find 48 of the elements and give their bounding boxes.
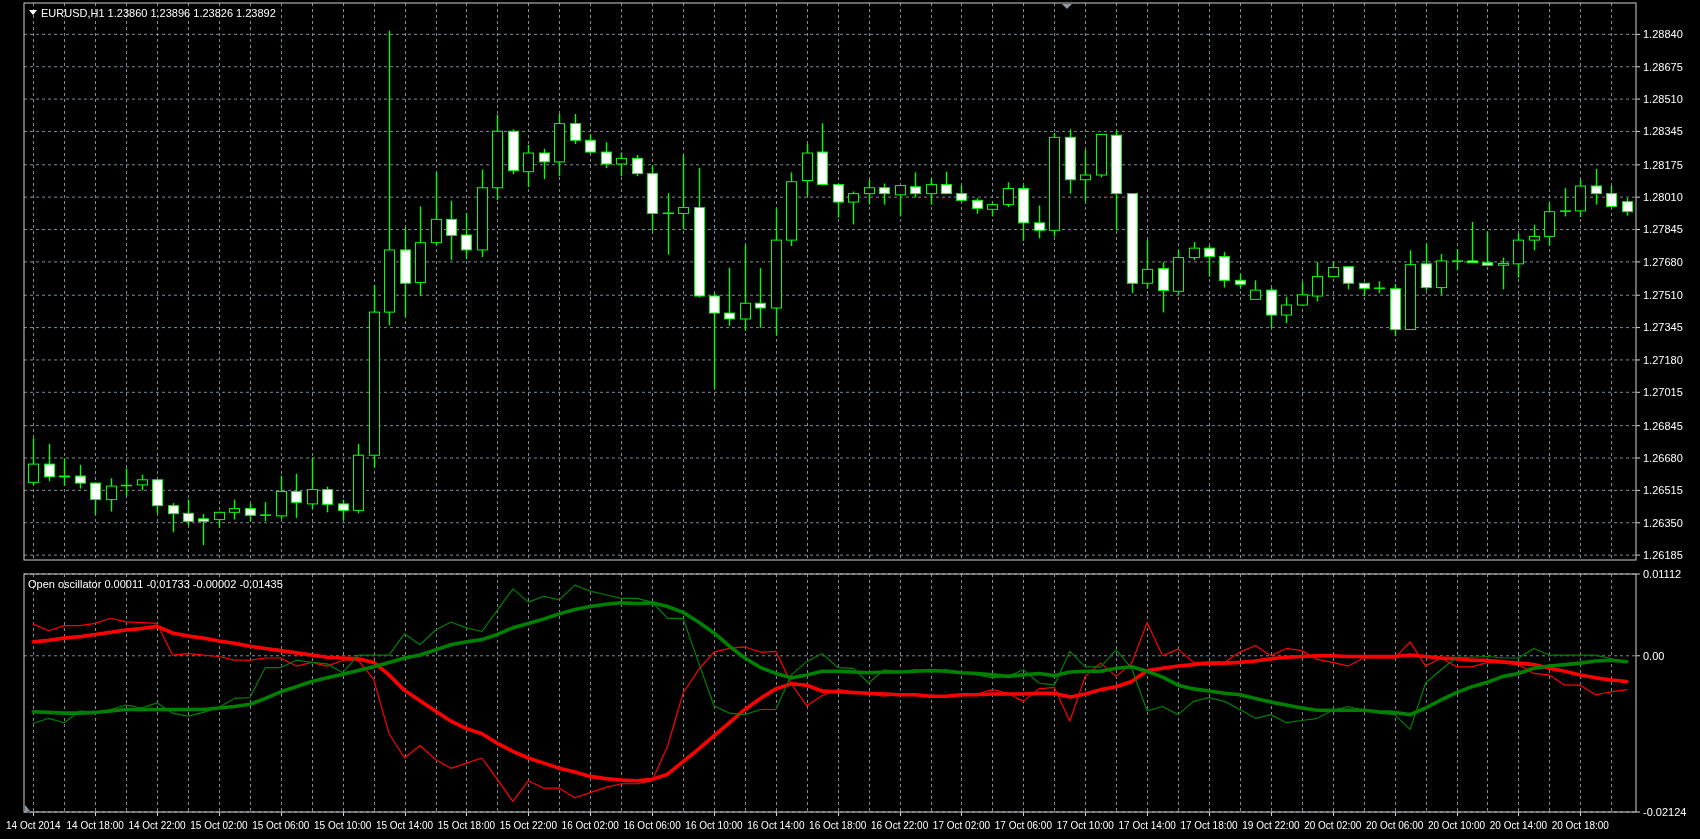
x-tick-label: 14 Oct 2014 (6, 820, 61, 831)
y-tick-label: 1.27510 (1643, 289, 1683, 302)
x-tick-label: 16 Oct 10:00 (685, 820, 744, 831)
x-tick-label: 17 Oct 02:00 (932, 820, 991, 831)
y-tick-label: 1.26515 (1643, 484, 1683, 497)
y-tick-label: 1.28010 (1643, 191, 1683, 204)
y-tick-label: 1.28345 (1643, 125, 1683, 138)
x-tick-label: 16 Oct 18:00 (809, 820, 867, 831)
chart-title: EURUSD,H1 1.23860 1.23896 1.23826 1.23892 (41, 6, 276, 19)
y-tick-label: -0.02124 (1643, 805, 1687, 818)
x-tick-label: 17 Oct 06:00 (994, 820, 1053, 831)
x-tick-label: 20 Oct 02:00 (1304, 820, 1362, 831)
y-tick-label: 1.27845 (1643, 223, 1683, 236)
y-tick-label: 1.28175 (1643, 158, 1683, 171)
y-tick-label: 0.01112 (1643, 567, 1682, 580)
x-tick-label: 17 Oct 10:00 (1056, 820, 1115, 831)
y-tick-label: 1.26185 (1643, 548, 1683, 561)
x-tick-label: 16 Oct 02:00 (561, 820, 620, 831)
x-tick-label: 16 Oct 06:00 (623, 820, 682, 831)
y-tick-label: 1.27345 (1643, 321, 1683, 334)
chart-title: Open oscillator 0.00011 -0.01733 -0.00002 -0.01435 (28, 577, 283, 590)
y-tick-label: 1.28510 (1643, 92, 1683, 105)
x-tick-label: 20 Oct 10:00 (1427, 820, 1486, 831)
x-tick-label: 15 Oct 18:00 (437, 820, 496, 831)
y-tick-label: 1.26350 (1643, 516, 1683, 529)
x-tick-label: 14 Oct 18:00 (66, 820, 125, 831)
x-tick-label: 15 Oct 02:00 (190, 820, 248, 831)
y-tick-label: 1.26845 (1643, 419, 1683, 432)
x-tick-label: 16 Oct 22:00 (870, 820, 929, 831)
x-tick-label: 20 Oct 18:00 (1551, 820, 1610, 831)
y-tick-label: 1.28675 (1643, 60, 1683, 73)
x-tick-label: 17 Oct 18:00 (1180, 820, 1239, 831)
y-tick-label: 1.27015 (1643, 386, 1683, 399)
x-tick-label: 20 Oct 06:00 (1366, 820, 1424, 831)
x-tick-label: 15 Oct 22:00 (499, 820, 558, 831)
y-tick-label: 1.26680 (1643, 451, 1683, 464)
x-tick-label: 17 Oct 14:00 (1118, 820, 1177, 831)
y-tick-label: 1.28840 (1643, 28, 1683, 41)
x-tick-label: 20 Oct 14:00 (1489, 820, 1548, 831)
y-tick-label: 0.00 (1643, 649, 1665, 662)
x-tick-label: 14 Oct 22:00 (128, 820, 187, 831)
x-tick-label: 16 Oct 14:00 (747, 820, 805, 831)
y-tick-label: 1.27180 (1643, 353, 1683, 366)
x-tick-label: 15 Oct 14:00 (375, 820, 434, 831)
x-tick-label: 15 Oct 10:00 (314, 820, 372, 831)
x-tick-label: 15 Oct 06:00 (252, 820, 310, 831)
x-tick-label: 19 Oct 22:00 (1242, 820, 1300, 831)
y-tick-label: 1.27680 (1643, 255, 1683, 268)
